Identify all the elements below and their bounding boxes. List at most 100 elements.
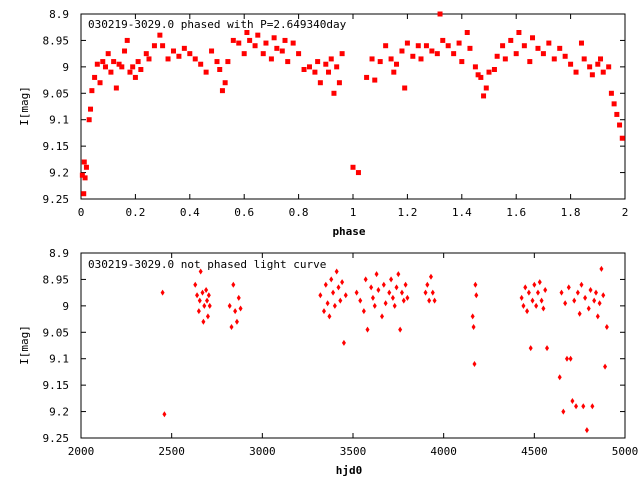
data-point <box>595 313 600 320</box>
data-point <box>440 37 446 43</box>
data-point <box>370 294 375 301</box>
data-point <box>598 56 604 62</box>
data-point <box>559 289 564 296</box>
data-point <box>583 294 588 301</box>
x-tick-label: 1.8 <box>561 206 581 219</box>
data-point <box>427 297 432 304</box>
data-point <box>451 51 457 57</box>
data-point <box>380 313 385 320</box>
data-point <box>338 297 343 304</box>
data-point <box>197 297 202 304</box>
x-axis-label: phase <box>332 225 365 238</box>
data-point <box>341 339 346 346</box>
data-point <box>606 64 612 70</box>
data-point <box>478 74 484 80</box>
data-point <box>92 74 98 80</box>
data-point <box>343 292 348 299</box>
data-point <box>418 56 424 62</box>
y-tick-label: 9.2 <box>49 406 69 419</box>
data-point <box>604 324 609 330</box>
data-point <box>205 313 210 320</box>
data-point <box>369 56 375 62</box>
data-point <box>541 305 546 312</box>
data-point <box>326 69 332 75</box>
data-point <box>383 300 388 307</box>
data-point <box>403 281 408 288</box>
data-point <box>151 43 157 49</box>
x-tick-label: 3500 <box>340 445 367 458</box>
data-point <box>564 355 569 362</box>
data-point <box>157 32 163 38</box>
data-point <box>575 289 580 296</box>
data-point <box>471 324 476 330</box>
data-point <box>557 45 563 51</box>
data-point <box>108 69 114 75</box>
data-point <box>561 408 566 415</box>
y-tick-label: 9.05 <box>43 87 70 100</box>
y-tick-label: 9.05 <box>43 326 70 339</box>
data-point <box>285 59 291 65</box>
data-point <box>581 403 586 410</box>
data-point <box>530 35 536 41</box>
y-axis-label: I[mag] <box>18 325 31 365</box>
data-point <box>355 170 361 176</box>
data-point <box>394 284 399 291</box>
data-point <box>198 61 204 67</box>
data-point <box>459 59 465 65</box>
x-tick-label: 2 <box>622 206 629 219</box>
data-point <box>127 69 133 75</box>
data-points <box>79 11 625 197</box>
data-points <box>160 265 609 434</box>
data-point <box>255 32 261 38</box>
data-point <box>229 324 234 330</box>
data-point <box>82 175 88 181</box>
data-point <box>317 80 323 86</box>
data-point <box>389 276 394 283</box>
data-point <box>97 80 103 86</box>
x-tick-label: 4000 <box>430 445 457 458</box>
data-point <box>263 40 269 46</box>
data-point <box>399 48 405 54</box>
data-point <box>566 284 571 291</box>
data-point <box>535 45 541 51</box>
data-point <box>138 67 144 72</box>
data-point <box>392 302 397 309</box>
data-point <box>198 268 203 275</box>
data-point <box>146 56 152 62</box>
data-point <box>546 40 552 46</box>
data-point <box>516 30 522 35</box>
data-point <box>296 51 302 57</box>
data-point <box>260 51 266 57</box>
data-point <box>599 265 604 272</box>
data-point <box>579 281 584 288</box>
data-point <box>187 51 193 57</box>
data-point <box>203 69 209 75</box>
data-point <box>364 74 370 80</box>
data-point <box>274 45 280 51</box>
data-point <box>543 287 548 293</box>
data-point <box>369 284 374 291</box>
data-point <box>202 302 207 309</box>
data-point <box>113 85 119 91</box>
y-tick-label: 9.15 <box>43 140 70 153</box>
data-point <box>336 284 341 291</box>
data-point <box>404 40 410 46</box>
x-tick-label: 0.4 <box>180 206 200 219</box>
data-point <box>398 326 403 333</box>
data-point <box>132 74 138 80</box>
x-tick-label: 1.4 <box>452 206 472 219</box>
data-point <box>401 297 406 304</box>
phased-light-curve-panel: 030219-3029.0 phased with P=2.649340day … <box>18 8 628 238</box>
y-tick-label: 9.25 <box>43 432 70 445</box>
data-point <box>415 43 421 49</box>
plot-frame <box>80 252 626 439</box>
data-point <box>331 90 337 96</box>
data-point <box>336 80 342 86</box>
data-point <box>557 374 562 381</box>
x-tick-label: 0 <box>78 206 85 219</box>
data-point <box>230 37 236 43</box>
data-point <box>521 302 526 309</box>
data-point <box>160 289 165 296</box>
data-point <box>376 287 381 293</box>
x-tick-label: 0.2 <box>125 206 145 219</box>
